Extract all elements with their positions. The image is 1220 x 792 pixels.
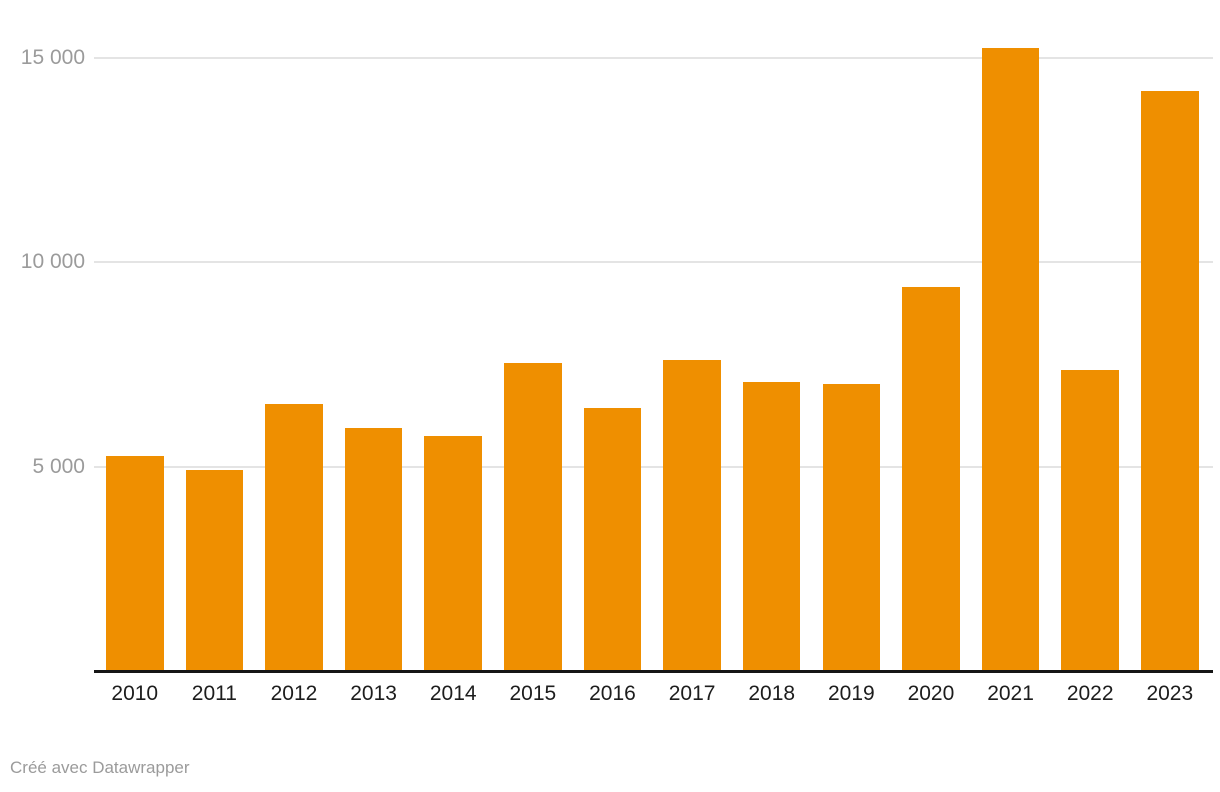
x-tick-label-2014: 2014 <box>429 682 477 705</box>
y-tick-label-5000: 5 000 <box>32 455 85 479</box>
bar-2016[interactable] <box>583 408 642 672</box>
x-axis-line <box>94 670 1213 673</box>
x-tick-label-2013: 2013 <box>350 682 397 705</box>
bar-2018[interactable] <box>742 382 801 672</box>
x-tick-label-2011: 2011 <box>191 682 237 705</box>
bar-2011[interactable] <box>185 469 244 672</box>
y-tick-label-10000: 10 000 <box>20 250 85 274</box>
bar-2010[interactable] <box>106 455 164 672</box>
gridline-10000 <box>94 261 1213 264</box>
x-tick-label-2020: 2020 <box>907 682 955 705</box>
x-tick-label-2019: 2019 <box>827 682 875 705</box>
bar-2021[interactable] <box>981 48 1040 672</box>
x-tick-label-2018: 2018 <box>748 682 796 705</box>
x-tick-label-2016: 2016 <box>589 682 636 705</box>
x-tick-label-2023: 2023 <box>1146 682 1194 705</box>
bar-2015[interactable] <box>504 363 562 672</box>
bar-2012[interactable] <box>265 404 323 672</box>
bar-2017[interactable] <box>663 360 721 672</box>
bar-2020[interactable] <box>902 286 960 672</box>
x-tick-label-2015: 2015 <box>509 682 557 705</box>
gridline-15000 <box>94 56 1213 59</box>
bar-2014[interactable] <box>424 436 482 672</box>
bar-2022[interactable] <box>1061 369 1119 672</box>
y-tick-label-15000: 15 000 <box>20 45 85 69</box>
x-tick-label-2022: 2022 <box>1066 682 1114 705</box>
datawrapper-credit-link[interactable]: Créé avec Datawrapper <box>10 758 190 777</box>
x-tick-label-2012: 2012 <box>270 682 318 705</box>
x-tick-label-2017: 2017 <box>668 682 716 705</box>
bar-2019[interactable] <box>822 383 881 672</box>
bar-2023[interactable] <box>1141 91 1199 672</box>
bar-2013[interactable] <box>344 427 403 672</box>
gridline-5000 <box>94 466 1213 469</box>
x-tick-label-2010: 2010 <box>111 682 159 705</box>
x-tick-label-2021: 2021 <box>987 682 1034 705</box>
